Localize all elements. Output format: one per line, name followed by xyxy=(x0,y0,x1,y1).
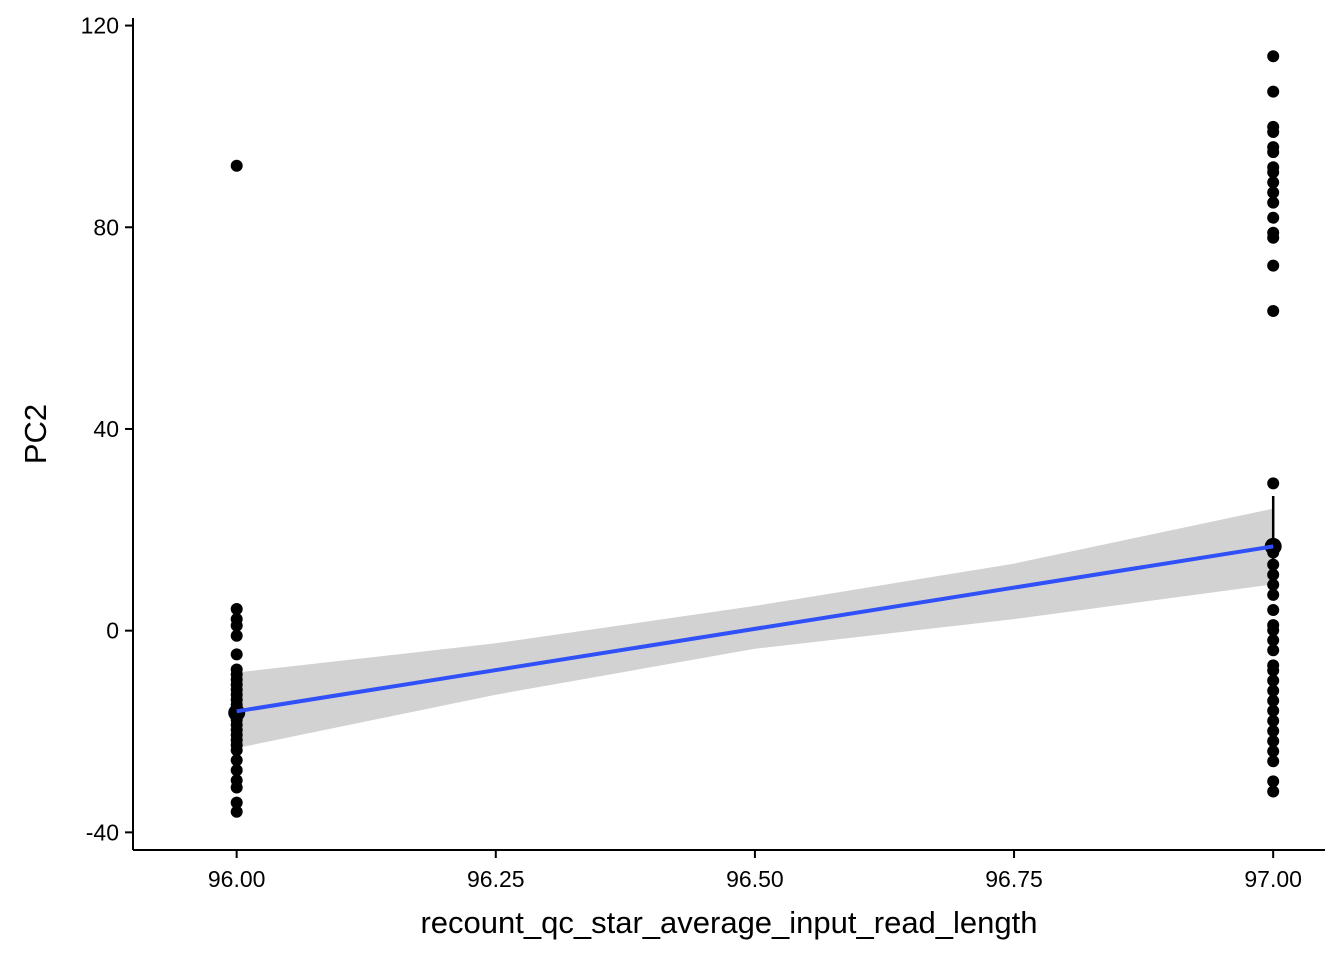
data-point xyxy=(230,619,243,632)
y-tick-label: 0 xyxy=(106,618,119,644)
data-point xyxy=(1267,231,1280,244)
data-point xyxy=(1267,775,1280,788)
data-point xyxy=(1267,755,1280,768)
x-tick-label: 96.50 xyxy=(726,866,784,892)
data-point xyxy=(1267,211,1280,224)
data-point xyxy=(1267,604,1280,616)
summary-point xyxy=(228,704,246,722)
data-point xyxy=(1267,186,1280,199)
data-point xyxy=(230,603,243,615)
data-point xyxy=(1267,634,1280,647)
y-tick-label: 120 xyxy=(81,13,119,39)
regression-line xyxy=(236,544,1274,714)
data-point xyxy=(1267,694,1280,707)
data-point xyxy=(230,796,243,809)
data-point xyxy=(1267,166,1280,179)
regression-line-layer xyxy=(236,544,1274,714)
data-point xyxy=(230,744,243,757)
data-point xyxy=(1267,735,1280,748)
data-point xyxy=(1267,624,1280,637)
y-tick-label: 80 xyxy=(93,214,119,240)
data-point xyxy=(230,754,243,767)
data-point xyxy=(1267,50,1280,63)
x-axis-title: recount_qc_star_average_input_read_lengt… xyxy=(420,905,1037,940)
data-point xyxy=(1267,684,1280,697)
data-point xyxy=(230,159,243,172)
data-point xyxy=(230,629,243,642)
x-tick-label: 96.25 xyxy=(467,866,525,892)
data-point xyxy=(1267,714,1280,727)
data-point xyxy=(1267,477,1280,490)
x-tick-label: 97.00 xyxy=(1244,866,1302,892)
data-point xyxy=(1267,126,1280,138)
x-tick-label: 96.00 xyxy=(208,866,266,892)
data-point xyxy=(230,764,243,777)
data-point xyxy=(230,648,243,661)
y-tick-label: 40 xyxy=(93,416,119,442)
data-point xyxy=(1267,146,1280,159)
data-point xyxy=(1267,196,1280,209)
data-point xyxy=(1267,745,1280,758)
data-point xyxy=(1267,578,1280,591)
y-tick-label: -40 xyxy=(86,819,119,845)
data-point xyxy=(1267,674,1280,687)
data-point xyxy=(1267,85,1280,98)
axes-layer: -40 0 40 80 120 96.00 96.25 96.50 96.75 97.00 xyxy=(81,13,1325,892)
data-point xyxy=(1267,644,1280,657)
y-axis-title: PC2 xyxy=(18,404,53,464)
data-point xyxy=(1267,725,1280,737)
data-point xyxy=(1267,785,1280,798)
x-tick-label: 96.75 xyxy=(985,866,1043,892)
data-point xyxy=(230,781,243,794)
data-point xyxy=(1267,305,1280,317)
data-point xyxy=(1267,176,1280,189)
data-point xyxy=(1267,588,1280,601)
data-point xyxy=(1267,704,1280,717)
data-point xyxy=(230,805,243,818)
data-point xyxy=(1267,259,1280,272)
data-point xyxy=(1267,664,1280,677)
